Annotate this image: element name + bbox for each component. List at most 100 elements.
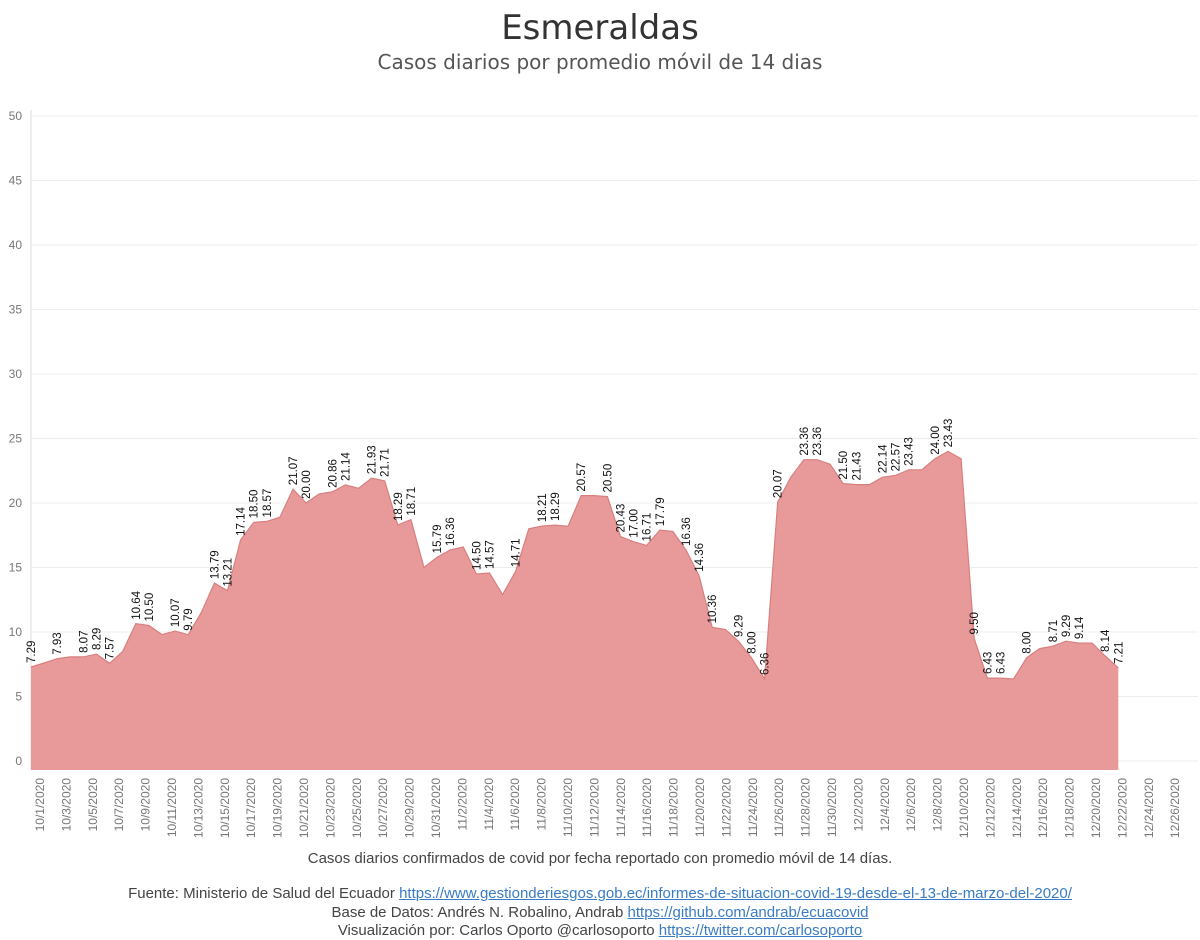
x-tick-label: 12/26/2020 xyxy=(1168,778,1182,838)
x-tick-label: 11/18/2020 xyxy=(667,778,681,837)
x-tick-label: 12/14/2020 xyxy=(1010,778,1024,838)
y-tick-label: 30 xyxy=(9,367,23,381)
x-tick-label: 10/5/2020 xyxy=(86,778,100,832)
data-label: 7.57 xyxy=(105,637,117,659)
x-tick-label: 12/24/2020 xyxy=(1142,778,1156,838)
data-label: 7.21 xyxy=(1113,642,1125,664)
y-axis-ticks: 0 5 10 15 20 25 30 35 40 45 50 xyxy=(9,109,23,768)
y-tick-label: 35 xyxy=(9,303,23,317)
x-tick-label: 12/22/2020 xyxy=(1115,778,1129,838)
data-label: 20.00 xyxy=(301,470,313,499)
x-tick-label: 10/17/2020 xyxy=(244,778,258,838)
data-label: 14.36 xyxy=(694,543,706,572)
y-tick-label: 50 xyxy=(9,109,23,123)
data-label: 9.29 xyxy=(1061,615,1073,637)
database-label: Base de Datos: Andrés N. Robalino, Andra… xyxy=(331,904,624,921)
area-series xyxy=(30,450,1119,770)
data-label: 6.36 xyxy=(760,653,772,675)
data-label: 13.79 xyxy=(209,550,221,579)
x-tick-label: 10/1/2020 xyxy=(33,778,47,832)
data-label: 7.29 xyxy=(26,641,38,663)
x-tick-label: 11/22/2020 xyxy=(719,778,733,837)
x-tick-label: 10/21/2020 xyxy=(297,778,311,838)
data-label: 21.71 xyxy=(380,448,392,477)
gridlines xyxy=(30,110,1198,770)
data-label: 10.64 xyxy=(131,590,143,619)
x-tick-label: 12/12/2020 xyxy=(983,778,997,838)
x-tick-label: 12/10/2020 xyxy=(957,778,971,838)
data-label: 18.29 xyxy=(550,492,562,521)
series-line xyxy=(30,450,1119,681)
y-tick-label: 10 xyxy=(9,625,23,639)
data-label: 14.57 xyxy=(485,540,497,569)
x-tick-label: 10/15/2020 xyxy=(218,778,232,838)
data-label: 10.07 xyxy=(170,598,182,627)
data-label: 18.21 xyxy=(537,493,549,522)
x-tick-label: 11/6/2020 xyxy=(508,778,522,831)
data-label: 18.71 xyxy=(406,487,418,516)
data-label: 17.00 xyxy=(629,509,641,538)
data-labels: 7.29 7.93 8.07 8.29 7.57 10.64 10.50 10.07 9.79 1… xyxy=(26,419,1125,675)
x-tick-label: 12/6/2020 xyxy=(904,778,918,832)
data-label: 14.71 xyxy=(511,538,523,567)
x-tick-label: 11/16/2020 xyxy=(640,778,654,837)
x-tick-label: 10/25/2020 xyxy=(350,778,364,838)
data-label: 21.50 xyxy=(838,451,850,480)
data-label: 13.21 xyxy=(223,558,235,587)
x-tick-label: 10/29/2020 xyxy=(403,778,417,838)
x-tick-label: 12/8/2020 xyxy=(931,778,945,832)
data-label: 14.50 xyxy=(471,541,483,570)
x-tick-label: 10/13/2020 xyxy=(191,778,205,838)
chart-caption: Casos diarios confirmados de covid por f… xyxy=(307,850,893,867)
y-tick-label: 5 xyxy=(15,690,22,704)
y-tick-label: 0 xyxy=(15,754,22,768)
y-tick-label: 45 xyxy=(9,174,23,188)
x-tick-label: 11/2/2020 xyxy=(455,778,469,831)
source-link[interactable]: https://www.gestionderiesgos.gob.ec/info… xyxy=(399,885,1072,902)
data-label: 20.07 xyxy=(773,469,785,498)
source-line: Fuente: Ministerio de Salud del Ecuador … xyxy=(0,885,1200,902)
x-tick-label: 11/20/2020 xyxy=(693,778,707,837)
data-label: 16.36 xyxy=(681,517,693,546)
data-label: 21.07 xyxy=(288,456,300,485)
data-label: 21.43 xyxy=(851,452,863,481)
series-area xyxy=(31,451,1119,770)
viz-link[interactable]: https://twitter.com/carlosoporto xyxy=(658,922,863,939)
database-line: Base de Datos: Andrés N. Robalino, Andra… xyxy=(0,904,1200,921)
data-label: 20.86 xyxy=(327,459,339,488)
data-label: 20.57 xyxy=(576,463,588,492)
x-tick-label: 12/18/2020 xyxy=(1063,778,1077,838)
data-label: 10.36 xyxy=(707,595,719,624)
x-tick-label: 11/24/2020 xyxy=(746,778,760,837)
chart-subtitle: Casos diarios por promedio móvil de 14 d… xyxy=(377,50,823,74)
x-axis-ticks: 10/1/2020 10/3/2020 10/5/2020 10/7/2020 10/9… xyxy=(33,778,1182,838)
data-label: 9.29 xyxy=(733,615,745,637)
x-tick-label: 10/9/2020 xyxy=(139,778,153,832)
x-tick-label: 12/4/2020 xyxy=(878,778,892,832)
y-tick-label: 25 xyxy=(9,432,23,446)
x-tick-label: 10/27/2020 xyxy=(376,778,390,838)
data-label: 23.43 xyxy=(943,419,955,448)
x-tick-label: 10/19/2020 xyxy=(271,778,285,838)
x-tick-label: 11/12/2020 xyxy=(587,778,601,837)
data-label: 9.79 xyxy=(183,608,195,630)
data-label: 17.79 xyxy=(655,497,667,526)
data-label: 7.93 xyxy=(52,632,64,654)
y-tick-label: 20 xyxy=(9,496,23,510)
data-label: 20.50 xyxy=(602,464,614,493)
x-tick-label: 11/10/2020 xyxy=(561,778,575,837)
database-link[interactable]: https://github.com/andrab/ecuacovid xyxy=(627,904,869,921)
x-tick-label: 10/3/2020 xyxy=(59,778,73,832)
data-label: 18.50 xyxy=(249,490,261,519)
data-label: 21.93 xyxy=(367,445,379,474)
x-tick-label: 11/26/2020 xyxy=(772,778,786,837)
data-label: 23.36 xyxy=(812,427,824,456)
x-tick-label: 11/28/2020 xyxy=(799,778,813,837)
x-tick-label: 10/23/2020 xyxy=(323,778,337,838)
data-label: 15.79 xyxy=(432,525,444,554)
x-tick-label: 10/31/2020 xyxy=(429,778,443,838)
x-tick-label: 10/7/2020 xyxy=(112,778,126,832)
data-label: 8.14 xyxy=(1100,629,1112,652)
x-tick-label: 11/8/2020 xyxy=(535,778,549,831)
